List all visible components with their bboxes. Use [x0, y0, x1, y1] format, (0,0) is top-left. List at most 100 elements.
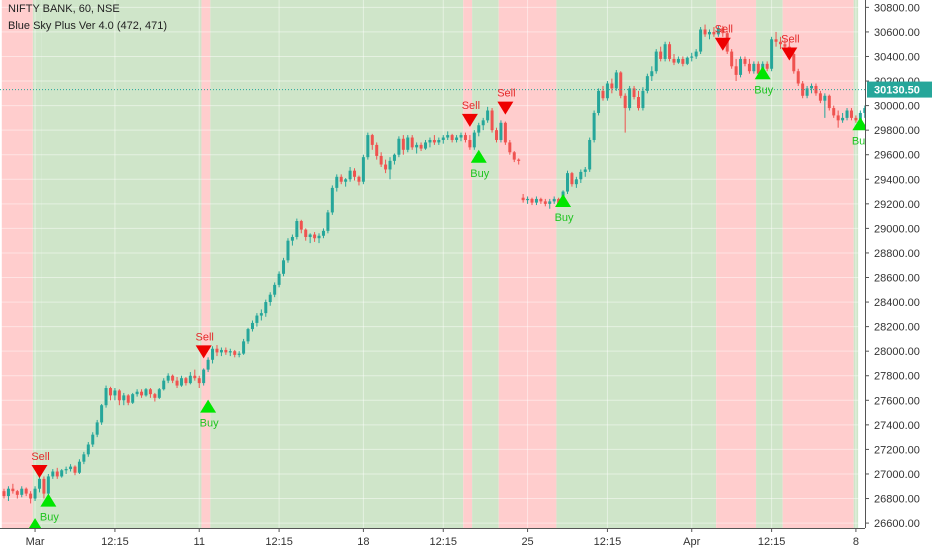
candle-body-51 [228, 351, 232, 353]
y-tick-label-6: 27800.00 [874, 371, 920, 383]
y-tick-label-1: 26800.00 [874, 494, 920, 506]
y-tick-label-2: 27000.00 [874, 469, 920, 481]
y-tick-label-15: 29600.00 [874, 150, 920, 162]
sell-arrow-7 [497, 101, 514, 115]
symbol-legend[interactable]: NIFTY BANK, 60, NSE [8, 3, 120, 15]
x-axis-area [0, 528, 932, 550]
candle-body-5 [24, 488, 28, 494]
candle-body-39 [175, 380, 179, 386]
candle-body-7 [33, 488, 37, 499]
candle-body-178 [792, 54, 796, 72]
candle-body-113 [503, 122, 507, 143]
candle-body-12 [55, 471, 59, 477]
sell-arrow-3 [195, 345, 212, 359]
y-tick-label-12: 29000.00 [874, 223, 920, 235]
candle-body-44 [197, 378, 201, 384]
sell-label-11: Sell [781, 34, 799, 46]
candle-body-116 [517, 159, 521, 161]
candle-body-132 [588, 139, 592, 170]
candle-body-49 [219, 349, 223, 353]
candle-body-34 [153, 394, 157, 398]
candle-body-102 [455, 137, 459, 140]
candle-body-57 [255, 315, 259, 323]
candle-body-73 [326, 212, 330, 231]
candle-body-43 [193, 375, 197, 379]
sell-arrow-9 [714, 37, 731, 51]
x-tick-label-10: 8 [853, 536, 859, 548]
candle-body-76 [339, 176, 343, 182]
candle-body-150 [668, 44, 672, 59]
bg-region-12 [853, 0, 859, 528]
candle-body-71 [317, 235, 321, 239]
candle-body-74 [330, 187, 334, 213]
candle-body-104 [463, 135, 467, 140]
candle-body-79 [353, 170, 357, 177]
candle-body-118 [526, 198, 530, 201]
buy-arrow-6 [470, 149, 487, 163]
candle-body-173 [770, 39, 774, 69]
candle-body-176 [783, 44, 787, 47]
candle-body-100 [446, 135, 450, 138]
candle-body-3 [15, 491, 19, 495]
candle-body-37 [166, 375, 170, 381]
y-tick-label-20: 30600.00 [874, 27, 920, 39]
candle-body-55 [246, 329, 250, 342]
candle-body-66 [295, 221, 299, 237]
candle-body-145 [645, 76, 649, 91]
buy-arrow-8 [555, 194, 572, 208]
candle-body-127 [565, 173, 569, 192]
y-tick-label-4: 27400.00 [874, 420, 920, 432]
candle-body-54 [242, 341, 246, 354]
candle-body-184 [818, 93, 822, 101]
y-tick-label-8: 28200.00 [874, 322, 920, 334]
candle-body-154 [685, 57, 689, 64]
candle-body-194 [863, 108, 867, 113]
candle-body-97 [432, 139, 436, 143]
buy-arrow-2 [40, 493, 57, 507]
candle-body-183 [814, 85, 818, 94]
x-tick-label-6: 25 [521, 536, 533, 548]
candle-body-1 [6, 488, 10, 497]
candle-body-98 [437, 139, 441, 143]
candle-body-164 [730, 51, 734, 67]
candle-body-157 [699, 29, 703, 52]
candle-body-24 [108, 388, 112, 396]
candle-body-89 [397, 138, 401, 155]
y-tick-label-9: 28400.00 [874, 297, 920, 309]
x-tick-label-4: 18 [357, 536, 369, 548]
buy-arrow-12 [852, 117, 869, 131]
y-tick-label-17: 30000.00 [874, 101, 920, 113]
candle-body-105 [468, 139, 472, 148]
candle-body-162 [721, 28, 725, 34]
candle-body-155 [690, 56, 694, 58]
candle-body-6 [29, 493, 33, 499]
candle-body-26 [117, 390, 121, 401]
candle-body-170 [756, 63, 760, 74]
candle-body-108 [481, 120, 485, 126]
candle-body-75 [335, 176, 339, 188]
candle-body-35 [157, 389, 161, 398]
indicator-legend[interactable]: Blue Sky Plus Ver 4.0 (472, 471) [8, 20, 167, 32]
candle-body-53 [237, 353, 241, 355]
candle-body-19 [86, 444, 90, 455]
candle-body-141 [628, 88, 632, 109]
candle-body-186 [827, 95, 831, 109]
sell-arrow-11 [781, 47, 798, 61]
candle-body-70 [313, 234, 317, 239]
last-price-label: 30130.50 [874, 85, 920, 97]
candle-body-119 [530, 198, 534, 203]
candle-body-10 [46, 476, 50, 494]
candle-body-36 [162, 380, 166, 390]
candle-body-122 [543, 201, 547, 204]
buy-label-4: Buy [200, 418, 219, 430]
candle-body-188 [836, 115, 840, 121]
sell-label-5: Sell [462, 100, 480, 112]
candle-body-94 [419, 144, 423, 149]
candle-body-159 [707, 31, 711, 35]
candle-body-21 [95, 422, 99, 435]
sell-label-9: Sell [715, 24, 733, 36]
bg-region-0 [1, 0, 33, 528]
bg-region-2 [41, 0, 202, 528]
candle-body-139 [619, 72, 623, 96]
